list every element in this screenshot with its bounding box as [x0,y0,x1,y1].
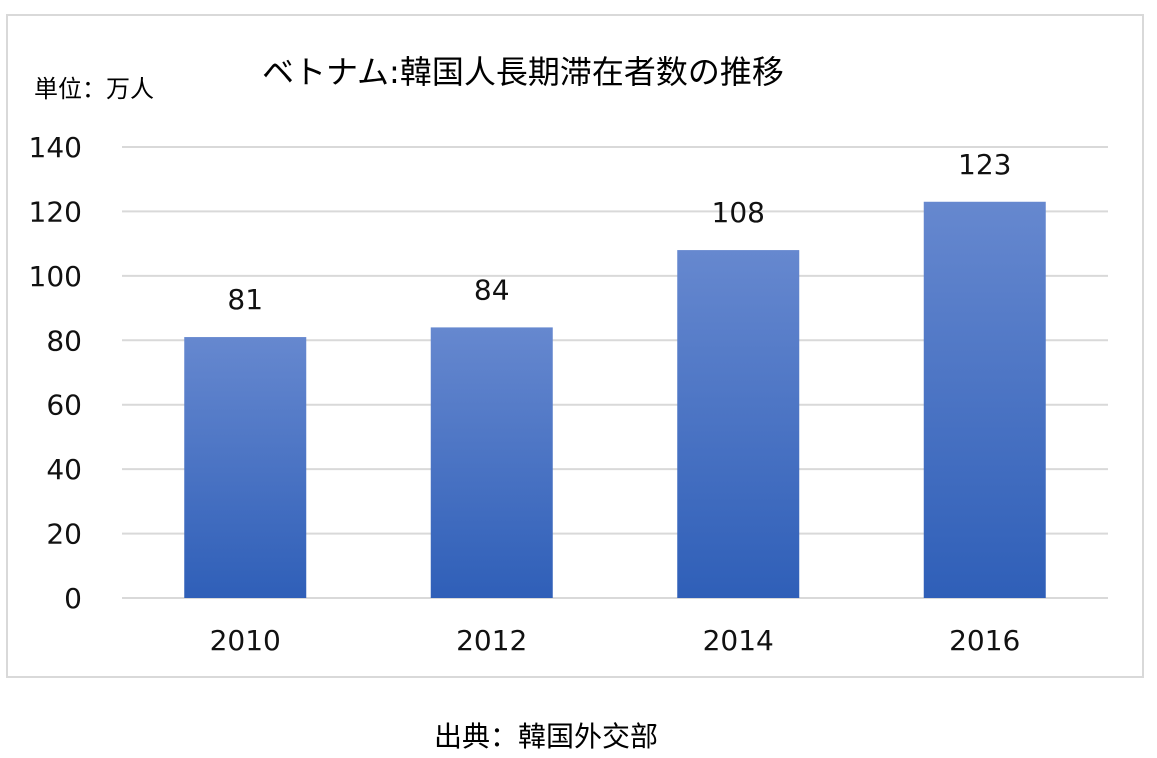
bar-data-labels: 81 84 108 123 [227,148,1011,316]
data-label-2010: 81 [227,283,263,316]
chart-title: ベトナム:韓国人長期滞在者数の推移 [262,53,784,91]
x-axis-ticks: 2010 2012 2014 2016 [210,624,1021,657]
y-tick-label-80: 80 [46,324,82,357]
bar-2016 [923,201,1046,598]
bar-2010 [184,337,307,598]
data-label-2016: 123 [958,148,1011,181]
bars [184,201,1046,599]
bar-2014 [677,250,800,599]
y-tick-label-120: 120 [29,195,82,228]
y-tick-label-100: 100 [29,260,82,293]
y-tick-label-60: 60 [46,389,82,422]
unit-label: 単位：万人 [34,75,154,103]
data-label-2014: 108 [712,196,765,229]
source-note: 出典：韓国外交部 [434,720,659,753]
data-label-2012: 84 [474,273,510,306]
x-tick-label-2016: 2016 [949,624,1020,657]
y-tick-label-140: 140 [29,131,82,164]
x-tick-label-2014: 2014 [703,624,774,657]
y-tick-label-0: 0 [64,582,82,615]
bar-2012 [430,327,553,598]
y-tick-label-40: 40 [46,453,82,486]
x-tick-label-2012: 2012 [456,624,527,657]
y-axis-ticks: 0 20 40 60 80 100 120 140 [29,131,82,615]
y-tick-label-20: 20 [46,518,82,551]
x-tick-label-2010: 2010 [210,624,281,657]
